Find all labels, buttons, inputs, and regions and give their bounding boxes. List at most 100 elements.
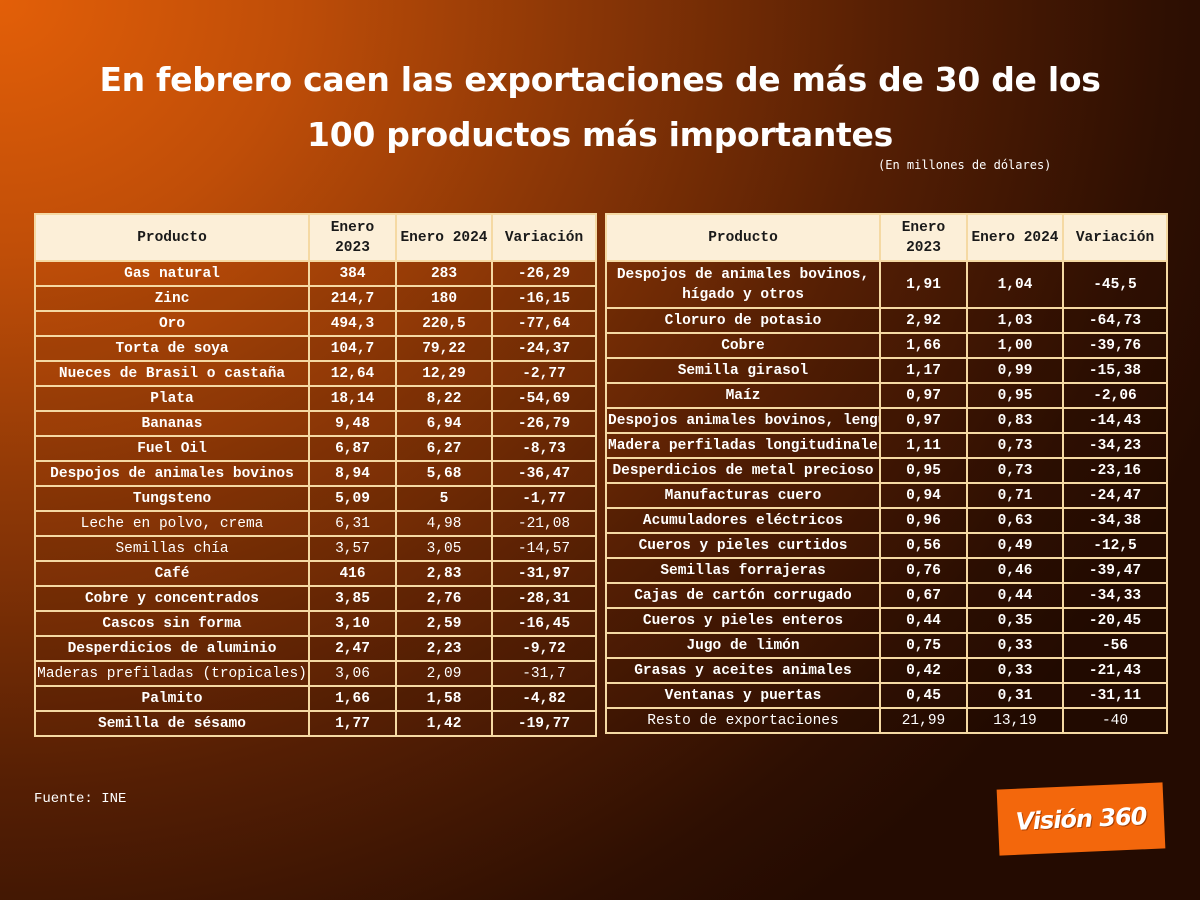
cell-enero2024: 5 bbox=[395, 485, 493, 512]
cell-variacion: -2,77 bbox=[491, 360, 597, 387]
cell-variacion: -31,7 bbox=[491, 660, 597, 687]
cell-enero2023: 0,45 bbox=[879, 682, 968, 709]
page-title: En febrero caen las exportaciones de más… bbox=[0, 52, 1200, 162]
table-row: Cueros y pieles curtidos 0,56 0,49 -12,5 bbox=[605, 532, 1168, 559]
cell-variacion: -1,77 bbox=[491, 485, 597, 512]
cell-producto: Leche en polvo, crema bbox=[34, 510, 310, 537]
cell-enero2024: 0,73 bbox=[966, 432, 1064, 459]
table-row: Cajas de cartón corrugado 0,67 0,44 -34,33 bbox=[605, 582, 1168, 609]
table-row: Semilla girasol 1,17 0,99 -15,38 bbox=[605, 357, 1168, 384]
cell-enero2024: 1,42 bbox=[395, 710, 493, 737]
cell-enero2023: 3,57 bbox=[308, 535, 397, 562]
cell-enero2024: 0,46 bbox=[966, 557, 1064, 584]
cell-enero2024: 1,03 bbox=[966, 307, 1064, 334]
table-row: Tungsteno 5,09 5 -1,77 bbox=[34, 485, 597, 512]
cell-enero2023: 416 bbox=[308, 560, 397, 587]
table-row: Desperdicios de metal precioso 0,95 0,73 -2… bbox=[605, 457, 1168, 484]
cell-enero2024: 0,83 bbox=[966, 407, 1064, 434]
cell-variacion: -15,38 bbox=[1062, 357, 1168, 384]
cell-enero2023: 1,17 bbox=[879, 357, 968, 384]
cell-enero2024: 0,63 bbox=[966, 507, 1064, 534]
cell-enero2023: 2,92 bbox=[879, 307, 968, 334]
cell-producto: Torta de soya bbox=[34, 335, 310, 362]
table-row: Despojos de animales bovinos, hígado y o… bbox=[605, 260, 1168, 309]
cell-variacion: -31,11 bbox=[1062, 682, 1168, 709]
cell-variacion: -34,23 bbox=[1062, 432, 1168, 459]
cell-enero2024: 1,58 bbox=[395, 685, 493, 712]
cell-producto: Palmito bbox=[34, 685, 310, 712]
cell-enero2024: 283 bbox=[395, 260, 493, 287]
table-row: Cloruro de potasio 2,92 1,03 -64,73 bbox=[605, 307, 1168, 334]
cell-enero2024: 0,49 bbox=[966, 532, 1064, 559]
cell-variacion: -14,43 bbox=[1062, 407, 1168, 434]
cell-enero2023: 384 bbox=[308, 260, 397, 287]
cell-enero2023: 1,66 bbox=[879, 332, 968, 359]
cell-enero2024: 0,33 bbox=[966, 632, 1064, 659]
table-row: Resto de exportaciones 21,99 13,19 -40 bbox=[605, 707, 1168, 734]
header-producto: Producto bbox=[605, 213, 881, 262]
cell-producto: Despojos de animales bovinos bbox=[34, 460, 310, 487]
cell-enero2024: 6,94 bbox=[395, 410, 493, 437]
cell-producto: Cascos sin forma bbox=[34, 610, 310, 637]
table-row: Madera perfiladas longitudinales 1,11 0,73… bbox=[605, 432, 1168, 459]
table-row: Ventanas y puertas 0,45 0,31 -31,11 bbox=[605, 682, 1168, 709]
units-subtitle: (En millones de dólares) bbox=[878, 158, 1052, 172]
cell-enero2024: 2,76 bbox=[395, 585, 493, 612]
table-row: Torta de soya 104,7 79,22 -24,37 bbox=[34, 335, 597, 362]
cell-producto: Gas natural bbox=[34, 260, 310, 287]
table-row: Manufacturas cuero 0,94 0,71 -24,47 bbox=[605, 482, 1168, 509]
exports-table-right: Producto Enero 2023 Enero 2024 Variación… bbox=[605, 213, 1168, 734]
cell-producto: Bananas bbox=[34, 410, 310, 437]
cell-variacion: -21,43 bbox=[1062, 657, 1168, 684]
cell-enero2024: 3,05 bbox=[395, 535, 493, 562]
cell-variacion: -12,5 bbox=[1062, 532, 1168, 559]
table-row: Plata 18,14 8,22 -54,69 bbox=[34, 385, 597, 412]
cell-enero2024: 2,83 bbox=[395, 560, 493, 587]
table-row: Maderas prefiladas (tropicales) 3,06 2,09-… bbox=[34, 660, 597, 687]
table-row: Acumuladores eléctricos 0,96 0,63 -34,38 bbox=[605, 507, 1168, 534]
cell-variacion: -23,16 bbox=[1062, 457, 1168, 484]
source-note: Fuente: INE bbox=[34, 791, 127, 807]
cell-producto: Grasas y aceites animales bbox=[605, 657, 881, 684]
cell-enero2023: 9,48 bbox=[308, 410, 397, 437]
cell-enero2024: 2,23 bbox=[395, 635, 493, 662]
cell-producto: Nueces de Brasil o castaña bbox=[34, 360, 310, 387]
cell-enero2024: 0,33 bbox=[966, 657, 1064, 684]
cell-variacion: -9,72 bbox=[491, 635, 597, 662]
cell-producto: Semillas chía bbox=[34, 535, 310, 562]
cell-enero2023: 0,95 bbox=[879, 457, 968, 484]
cell-producto: Maíz bbox=[605, 382, 881, 409]
cell-variacion: -45,5 bbox=[1062, 260, 1168, 309]
cell-variacion: -36,47 bbox=[491, 460, 597, 487]
logo-text: Visión 360 bbox=[1014, 802, 1148, 836]
cell-enero2023: 0,76 bbox=[879, 557, 968, 584]
cell-enero2023: 1,91 bbox=[879, 260, 968, 309]
cell-variacion: -19,77 bbox=[491, 710, 597, 737]
table-row: Semillas forrajeras 0,76 0,46 -39,47 bbox=[605, 557, 1168, 584]
cell-enero2024: 0,95 bbox=[966, 382, 1064, 409]
cell-variacion: -77,64 bbox=[491, 310, 597, 337]
vision360-logo: Visión 360 bbox=[996, 782, 1166, 856]
table-row: Semilla de sésamo 1,77 1,42 -19,77 bbox=[34, 710, 597, 737]
cell-enero2024: 220,5 bbox=[395, 310, 493, 337]
cell-enero2023: 0,94 bbox=[879, 482, 968, 509]
cell-producto: Manufacturas cuero bbox=[605, 482, 881, 509]
cell-enero2024: 13,19 bbox=[966, 707, 1064, 734]
title-line-1: En febrero caen las exportaciones de más… bbox=[99, 60, 1101, 99]
cell-producto: Jugo de limón bbox=[605, 632, 881, 659]
cell-variacion: -28,31 bbox=[491, 585, 597, 612]
cell-enero2024: 1,04 bbox=[966, 260, 1064, 309]
cell-enero2023: 12,64 bbox=[308, 360, 397, 387]
cell-variacion: -26,79 bbox=[491, 410, 597, 437]
cell-variacion: -34,33 bbox=[1062, 582, 1168, 609]
cell-enero2023: 21,99 bbox=[879, 707, 968, 734]
cell-variacion: -56 bbox=[1062, 632, 1168, 659]
header-producto: Producto bbox=[34, 213, 310, 262]
cell-enero2023: 1,66 bbox=[308, 685, 397, 712]
cell-producto: Semilla de sésamo bbox=[34, 710, 310, 737]
cell-producto: Maderas prefiladas (tropicales) bbox=[34, 660, 310, 687]
cell-variacion: -34,38 bbox=[1062, 507, 1168, 534]
cell-enero2023: 0,42 bbox=[879, 657, 968, 684]
cell-producto: Zinc bbox=[34, 285, 310, 312]
cell-enero2024: 1,00 bbox=[966, 332, 1064, 359]
